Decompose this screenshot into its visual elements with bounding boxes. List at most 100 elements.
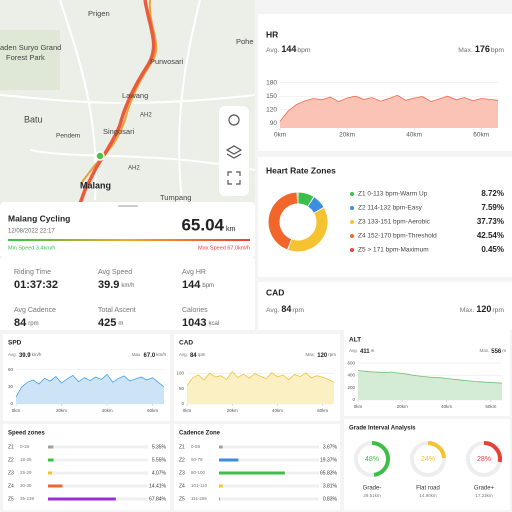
avg-value: 84 [281, 304, 291, 314]
avg: Avg. 84rpm [179, 352, 206, 358]
zone-range: 18-25 [20, 457, 32, 462]
stat-label: Riding Time [14, 269, 51, 276]
map-label: Prigen [88, 9, 110, 18]
donut-segment [268, 192, 298, 250]
locate-button[interactable] [228, 114, 240, 126]
zone-track [219, 445, 319, 449]
zone-track [219, 484, 319, 488]
zone-bar [48, 458, 54, 462]
grade-distance: 14.90km [419, 493, 437, 498]
area [280, 95, 498, 128]
legend-dot [350, 192, 354, 196]
zone-range: 30-35 [20, 483, 32, 488]
x-tick-label: 0km [12, 408, 21, 413]
avg-value: 39.9 [19, 353, 31, 359]
max-label: Max. [305, 352, 315, 357]
max-unit: bpm [491, 47, 505, 54]
zone-percent: 42.54% [477, 231, 504, 240]
max-label: Max. [479, 348, 489, 353]
x-tick-label: 40km [441, 404, 452, 409]
line [357, 370, 503, 384]
avg-label: Avg. [266, 47, 280, 54]
distance-unit: km [226, 226, 236, 233]
ring-arc [427, 441, 446, 459]
zone-bar [48, 471, 53, 475]
map-label: AH2 [140, 113, 152, 119]
ring-label: 24% [421, 456, 435, 463]
map-label: AH2 [128, 166, 140, 172]
avg-value: 411 [360, 349, 370, 355]
stat-label: Avg HR [182, 269, 206, 276]
x-tick-label: 20km [56, 408, 67, 413]
panel-title: CAD [179, 340, 193, 347]
ride-card [0, 202, 255, 258]
zone-track [219, 497, 319, 501]
max: Max. 176bpm [458, 44, 504, 54]
stat-number: 84 [14, 317, 27, 329]
zone-bar [219, 458, 239, 462]
y-tick-label: 120 [266, 107, 277, 114]
park [0, 30, 60, 90]
x-tick-label: 60km [485, 404, 496, 409]
panel-title: CAD [266, 287, 284, 297]
x-tick-label: 60km [473, 132, 489, 139]
donut-segment [298, 192, 314, 207]
legend-label: Z3 133-151 bpm-Aerobic [358, 219, 431, 226]
start-marker [95, 151, 105, 161]
zone-percent: 4.07% [152, 470, 167, 476]
spd-panel [3, 334, 170, 421]
stat-value: 01:37:32 [14, 279, 58, 291]
x-tick-label: 40km [406, 132, 422, 139]
layers-button[interactable] [225, 145, 243, 159]
avg-unit: rpm [198, 352, 206, 357]
map-label: Forest Park [6, 53, 45, 62]
legend-dot [350, 206, 354, 210]
zone-range: 101-110 [191, 483, 208, 488]
stat-value: 1043 kcal [182, 317, 219, 329]
y-tick-label: 180 [266, 79, 277, 86]
avg-unit: km/h [32, 352, 42, 357]
zone-range: 35-239 [20, 496, 35, 501]
ride-date: 12/08/2022 22:17 [8, 229, 55, 235]
ride-title: Malang Cycling [8, 213, 70, 223]
stat-label: Total Ascent [98, 307, 136, 314]
fullscreen-button[interactable] [227, 171, 241, 185]
line [279, 94, 499, 122]
x-tick-label: 60km [317, 408, 328, 413]
legend-label: Z2 114-132 bpm-Easy [358, 205, 423, 212]
avg-value: 84 [190, 353, 197, 359]
zone-track [48, 458, 148, 462]
max-label: Max. [132, 352, 142, 357]
map-label: Purwosari [150, 57, 184, 66]
max-label: Max. [458, 47, 473, 54]
zone-percent: 37.73% [477, 217, 504, 226]
map-label: Pohe [236, 37, 254, 46]
stat-label: Calories [182, 307, 208, 314]
zone-percent: 0.45% [481, 245, 504, 254]
x-tick-label: 20km [339, 132, 355, 139]
zone-bar [219, 497, 220, 501]
zone-name: Z2 [179, 457, 185, 463]
map-label: Malang [80, 180, 111, 190]
zone-percent: 65.83% [320, 470, 338, 476]
stat-unit: m [118, 321, 123, 327]
area [16, 374, 164, 404]
stat-value: 425 m [98, 317, 123, 329]
x-tick-label: 60km [147, 408, 158, 413]
panel-title: ALT [349, 337, 361, 344]
y-tick-label: 50 [179, 386, 185, 391]
map-label: Batu [24, 114, 43, 124]
y-tick-label: 60 [8, 367, 14, 372]
map-label: Pendem [56, 133, 80, 140]
zone-bar [219, 484, 223, 488]
max: Max. 120rpm [460, 304, 505, 314]
max-speed: Max Speed 67.0km/h [198, 245, 250, 251]
zone-percent: 3.67% [323, 444, 338, 450]
stat-number: 144 [182, 279, 201, 291]
stat-number: 39.9 [98, 279, 119, 291]
zone-track [48, 484, 148, 488]
donut-segment [288, 208, 328, 252]
area [358, 370, 502, 400]
